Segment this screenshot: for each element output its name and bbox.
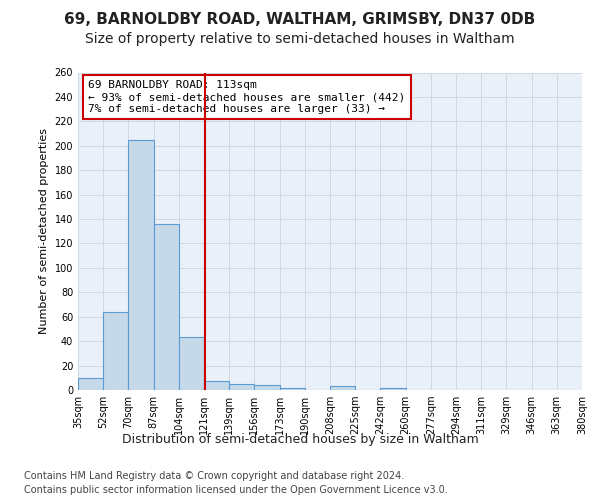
Bar: [204, 382, 229, 390]
Bar: [229, 384, 254, 390]
Bar: [330, 386, 355, 390]
Text: 69 BARNOLDBY ROAD: 113sqm
← 93% of semi-detached houses are smaller (442)
7% of : 69 BARNOLDBY ROAD: 113sqm ← 93% of semi-…: [88, 80, 406, 114]
Bar: [280, 388, 305, 390]
Bar: [179, 338, 204, 390]
Bar: [254, 385, 280, 390]
Text: 69, BARNOLDBY ROAD, WALTHAM, GRIMSBY, DN37 0DB: 69, BARNOLDBY ROAD, WALTHAM, GRIMSBY, DN…: [64, 12, 536, 28]
Text: Contains public sector information licensed under the Open Government Licence v3: Contains public sector information licen…: [24, 485, 448, 495]
Bar: [380, 388, 406, 390]
Text: Contains HM Land Registry data © Crown copyright and database right 2024.: Contains HM Land Registry data © Crown c…: [24, 471, 404, 481]
Y-axis label: Number of semi-detached properties: Number of semi-detached properties: [39, 128, 49, 334]
Text: Size of property relative to semi-detached houses in Waltham: Size of property relative to semi-detach…: [85, 32, 515, 46]
Text: Distribution of semi-detached houses by size in Waltham: Distribution of semi-detached houses by …: [122, 432, 478, 446]
Bar: [103, 312, 128, 390]
Bar: [78, 378, 103, 390]
Bar: [154, 224, 179, 390]
Bar: [128, 140, 154, 390]
